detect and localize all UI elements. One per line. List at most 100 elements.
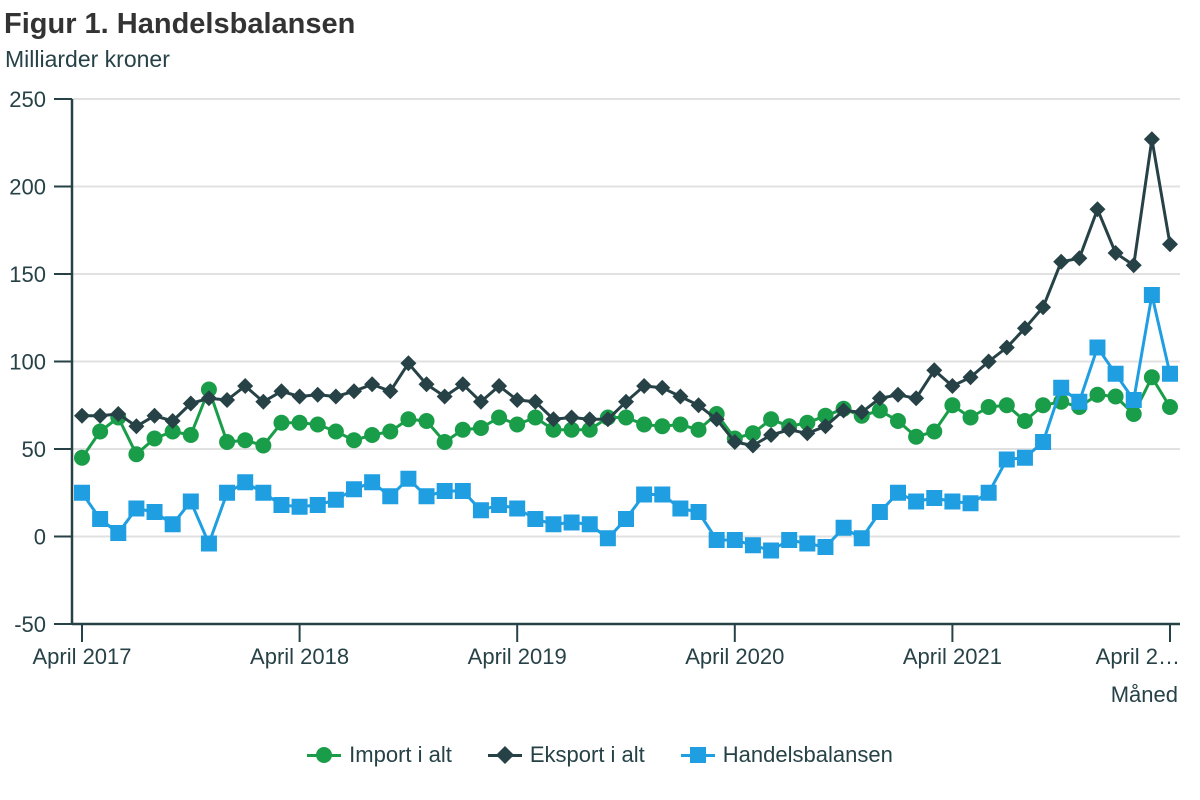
data-point[interactable] (273, 414, 290, 431)
data-point[interactable] (890, 386, 906, 403)
data-point[interactable] (255, 484, 272, 501)
data-point[interactable] (926, 362, 943, 379)
data-point[interactable] (436, 388, 453, 405)
data-point[interactable] (618, 511, 634, 527)
data-point[interactable] (128, 500, 145, 517)
data-point[interactable] (237, 378, 254, 394)
data-point[interactable] (1016, 449, 1033, 466)
data-point[interactable] (1125, 392, 1142, 408)
data-point[interactable] (291, 414, 308, 431)
data-point[interactable] (255, 393, 272, 410)
data-point[interactable] (744, 437, 761, 454)
data-point[interactable] (454, 376, 471, 393)
data-point[interactable] (491, 378, 508, 394)
data-point[interactable] (255, 437, 272, 454)
data-point[interactable] (654, 418, 671, 435)
data-point[interactable] (998, 397, 1015, 414)
data-point[interactable] (291, 498, 308, 515)
data-point[interactable] (491, 497, 508, 513)
data-point[interactable] (382, 423, 399, 440)
data-point[interactable] (1107, 388, 1124, 405)
data-point[interactable] (219, 392, 236, 408)
data-point[interactable] (200, 535, 217, 552)
data-point[interactable] (74, 484, 90, 501)
data-point[interactable] (200, 390, 217, 407)
data-point[interactable] (509, 500, 526, 517)
data-point[interactable] (327, 423, 344, 440)
data-point[interactable] (690, 421, 707, 438)
data-point[interactable] (309, 497, 326, 513)
data-point[interactable] (871, 390, 888, 407)
data-point[interactable] (1107, 245, 1124, 261)
data-point[interactable] (1071, 250, 1088, 267)
data-point[interactable] (835, 519, 852, 536)
data-point[interactable] (744, 537, 761, 554)
data-point[interactable] (835, 402, 852, 419)
data-point[interactable] (654, 486, 671, 503)
data-point[interactable] (817, 539, 834, 555)
data-point[interactable] (327, 491, 344, 508)
data-point[interactable] (654, 379, 671, 396)
data-point[interactable] (998, 339, 1015, 356)
data-point[interactable] (944, 397, 961, 414)
data-point[interactable] (744, 425, 761, 442)
data-point[interactable] (382, 488, 399, 505)
data-point[interactable] (1125, 257, 1142, 274)
data-point[interactable] (799, 425, 816, 442)
data-point[interactable] (1125, 406, 1142, 422)
data-point[interactable] (1035, 299, 1052, 316)
data-point[interactable] (1143, 369, 1160, 386)
data-point[interactable] (908, 390, 925, 407)
data-point[interactable] (763, 542, 780, 559)
data-point[interactable] (763, 427, 780, 443)
data-point[interactable] (237, 474, 254, 491)
data-point[interactable] (128, 418, 145, 435)
data-point[interactable] (74, 407, 90, 424)
data-point[interactable] (1143, 131, 1160, 148)
data-point[interactable] (962, 495, 979, 512)
data-point[interactable] (853, 530, 870, 547)
data-point[interactable] (781, 532, 798, 548)
data-point[interactable] (871, 402, 888, 419)
data-point[interactable] (92, 423, 109, 440)
data-point[interactable] (327, 388, 344, 405)
data-point[interactable] (164, 516, 181, 533)
data-point[interactable] (364, 427, 381, 443)
data-point[interactable] (690, 504, 707, 520)
data-point[interactable] (110, 525, 127, 541)
data-point[interactable] (237, 432, 254, 449)
data-point[interactable] (817, 407, 834, 424)
data-point[interactable] (219, 484, 236, 501)
data-point[interactable] (146, 504, 163, 520)
data-point[interactable] (672, 388, 689, 405)
data-point[interactable] (726, 434, 743, 450)
data-point[interactable] (672, 500, 689, 517)
data-point[interactable] (291, 388, 308, 405)
data-point[interactable] (92, 407, 109, 424)
data-point[interactable] (273, 497, 290, 513)
data-point[interactable] (418, 488, 435, 505)
data-point[interactable] (400, 411, 417, 428)
data-point[interactable] (219, 434, 236, 450)
data-point[interactable] (1053, 253, 1070, 270)
data-point[interactable] (418, 376, 435, 393)
data-point[interactable] (581, 516, 598, 533)
data-point[interactable] (273, 383, 290, 400)
data-point[interactable] (418, 413, 435, 429)
data-point[interactable] (454, 483, 471, 499)
data-point[interactable] (636, 416, 653, 433)
data-point[interactable] (708, 411, 725, 428)
data-point[interactable] (545, 516, 562, 533)
data-point[interactable] (472, 420, 489, 436)
data-point[interactable] (708, 532, 725, 548)
data-point[interactable] (364, 376, 381, 393)
data-point[interactable] (636, 378, 653, 394)
data-point[interactable] (382, 383, 399, 400)
data-point[interactable] (1089, 201, 1106, 218)
data-point[interactable] (1035, 397, 1052, 414)
data-point[interactable] (74, 449, 90, 466)
data-point[interactable] (1016, 320, 1033, 337)
data-point[interactable] (400, 470, 417, 487)
data-point[interactable] (346, 383, 362, 400)
data-point[interactable] (545, 411, 562, 428)
